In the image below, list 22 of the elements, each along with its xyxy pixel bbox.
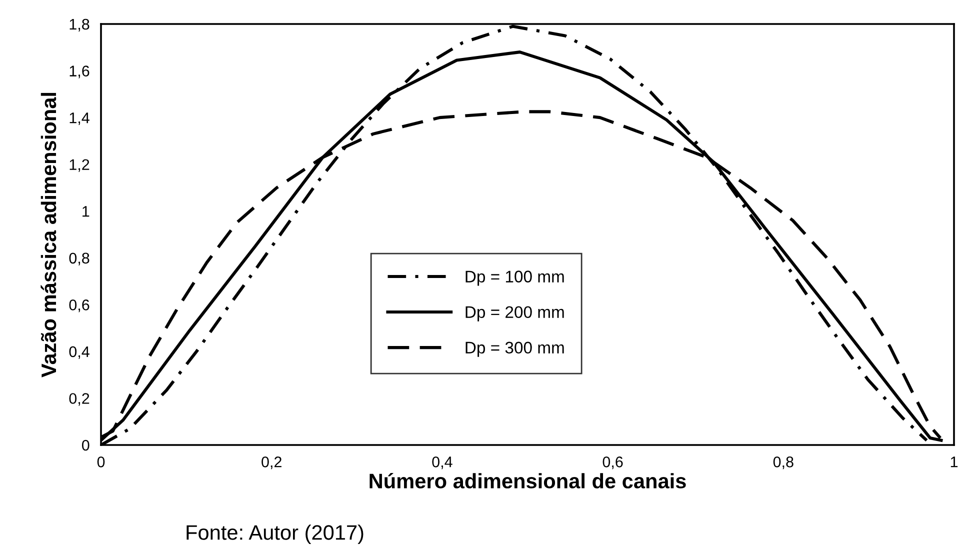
legend-label: Dp = 200 mm (466, 306, 564, 322)
x-axis-title: Número adimensional de canais (370, 472, 686, 488)
y-axis-title: Vazão mássica adimensional (40, 92, 56, 378)
y-tick-label: 0 (82, 440, 90, 451)
y-tick-label: 0,4 (69, 346, 90, 359)
x-tick-label: 0,6 (602, 456, 623, 470)
y-tick-label: 1,4 (70, 112, 90, 126)
x-tick-label: 0 (97, 456, 105, 468)
y-tick-label: 1,8 (70, 18, 90, 32)
y-tick-label: 0,8 (69, 252, 90, 266)
x-tick-label: 0,8 (773, 456, 794, 470)
x-tick-label: 1 (950, 456, 958, 468)
y-tick-label: 1,6 (70, 66, 90, 78)
y-tick-label: 0,2 (69, 393, 90, 406)
y-tick-label: 0,6 (69, 300, 90, 312)
legend-label: Dp = 300 mm (466, 342, 564, 357)
y-tick-label: 1 (82, 206, 90, 217)
source-note: Fonte: Autor (2017) (186, 524, 364, 544)
x-tick-label: 0,2 (262, 456, 282, 470)
y-tick-label: 1,2 (70, 159, 90, 172)
legend-label: Dp = 100 mm (466, 270, 564, 286)
x-tick-label: 0,4 (432, 456, 452, 470)
